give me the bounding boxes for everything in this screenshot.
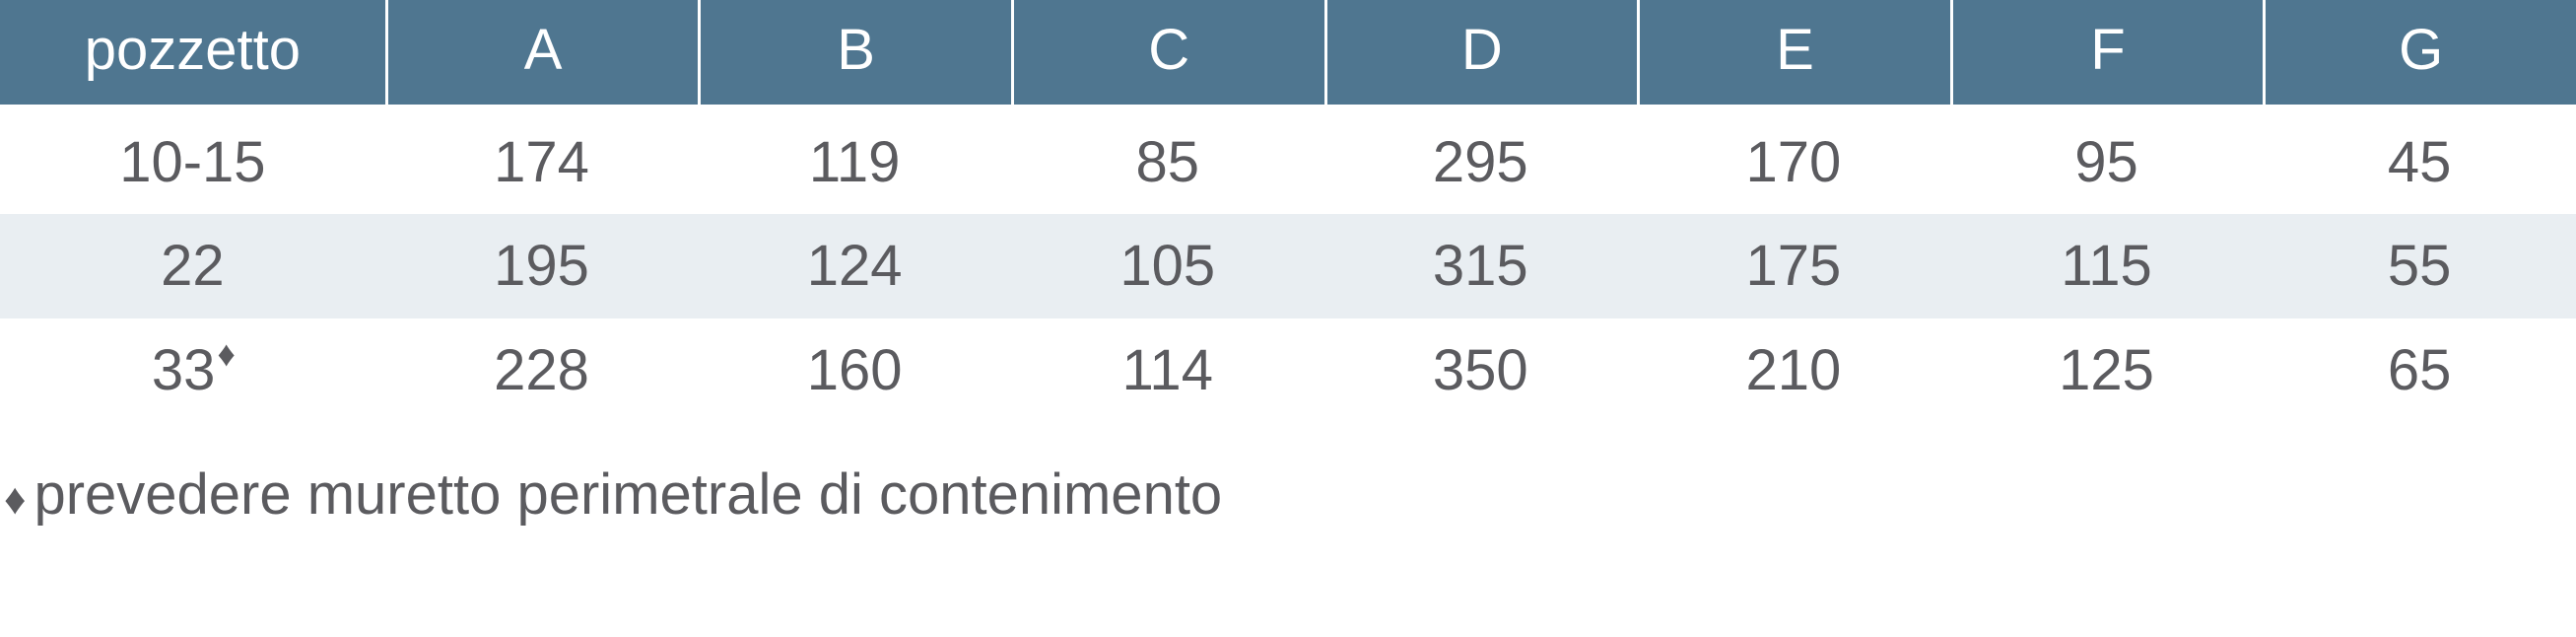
diamond-icon: ♦ bbox=[217, 333, 235, 374]
cell-value: 45 bbox=[2263, 110, 2576, 215]
cell-value: 115 bbox=[1950, 214, 2264, 318]
diamond-icon: ♦ bbox=[4, 475, 26, 524]
header-b: B bbox=[698, 0, 1011, 110]
table-row: 10-15 174 119 85 295 170 95 45 bbox=[0, 110, 2576, 215]
cell-value: 119 bbox=[698, 110, 1011, 215]
dimensions-table: pozzetto A B C D E F G 10-15 174 119 85 … bbox=[0, 0, 2576, 422]
table-header-row: pozzetto A B C D E F G bbox=[0, 0, 2576, 110]
table-row: 22 195 124 105 315 175 115 55 bbox=[0, 214, 2576, 318]
table-body: 10-15 174 119 85 295 170 95 45 22 195 12… bbox=[0, 110, 2576, 423]
cell-value: 65 bbox=[2263, 318, 2576, 423]
cell-value: 160 bbox=[698, 318, 1011, 423]
cell-value: 175 bbox=[1637, 214, 1950, 318]
cell-value: 315 bbox=[1324, 214, 1638, 318]
header-g: G bbox=[2263, 0, 2576, 110]
cell-value: 124 bbox=[698, 214, 1011, 318]
dimensions-table-container: pozzetto A B C D E F G 10-15 174 119 85 … bbox=[0, 0, 2576, 528]
cell-value: 105 bbox=[1011, 214, 1324, 318]
cell-value: 125 bbox=[1950, 318, 2264, 423]
header-f: F bbox=[1950, 0, 2264, 110]
cell-value: 174 bbox=[385, 110, 699, 215]
cell-value: 350 bbox=[1324, 318, 1638, 423]
header-a: A bbox=[385, 0, 699, 110]
header-e: E bbox=[1637, 0, 1950, 110]
cell-value: 228 bbox=[385, 318, 699, 423]
cell-value: 55 bbox=[2263, 214, 2576, 318]
cell-pozzetto: 33♦ bbox=[0, 318, 385, 423]
cell-value: 210 bbox=[1637, 318, 1950, 423]
cell-value: 95 bbox=[1950, 110, 2264, 215]
cell-value: 195 bbox=[385, 214, 699, 318]
cell-value: 170 bbox=[1637, 110, 1950, 215]
cell-pozzetto: 22 bbox=[0, 214, 385, 318]
cell-pozzetto: 10-15 bbox=[0, 110, 385, 215]
header-pozzetto: pozzetto bbox=[0, 0, 385, 110]
header-c: C bbox=[1011, 0, 1324, 110]
header-d: D bbox=[1324, 0, 1638, 110]
cell-value: 114 bbox=[1011, 318, 1324, 423]
footnote-text: prevedere muretto perimetrale di conteni… bbox=[34, 462, 1222, 527]
cell-value: 295 bbox=[1324, 110, 1638, 215]
footnote: ♦prevedere muretto perimetrale di conten… bbox=[0, 422, 2576, 528]
table-row: 33♦ 228 160 114 350 210 125 65 bbox=[0, 318, 2576, 423]
cell-value: 85 bbox=[1011, 110, 1324, 215]
